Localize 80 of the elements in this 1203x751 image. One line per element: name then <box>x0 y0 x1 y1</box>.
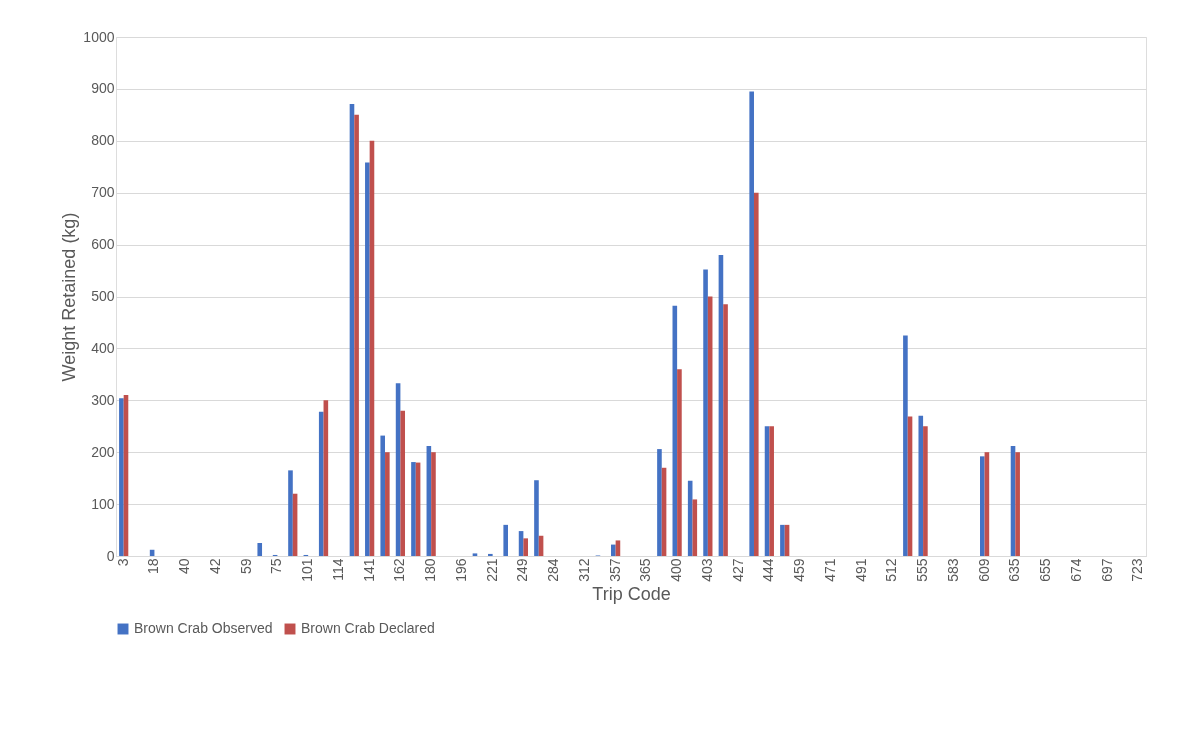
y-tick-label: 500 <box>91 288 115 304</box>
x-tick-label: 674 <box>1067 558 1084 582</box>
x-tick-label: 3 <box>114 558 131 567</box>
x-tick-label: 180 <box>422 558 439 582</box>
bar <box>611 544 616 556</box>
y-tick-label: 400 <box>91 339 115 356</box>
bar <box>380 435 386 556</box>
bar <box>288 470 293 556</box>
x-tick-label: 512 <box>883 558 900 582</box>
y-tick-label: 0 <box>106 547 115 564</box>
x-tick-label: 18 <box>145 558 162 575</box>
x-tick-label: 162 <box>391 558 408 582</box>
x-tick-label: 655 <box>1037 558 1054 582</box>
y-tick-label: 200 <box>91 443 115 460</box>
x-tick-label: 59 <box>237 558 254 575</box>
x-tick-label: 75 <box>268 558 285 575</box>
x-tick-label: 400 <box>668 558 685 582</box>
x-tick-label: 403 <box>698 558 715 582</box>
x-tick-label: 635 <box>1006 558 1023 582</box>
x-tick-label: 459 <box>791 558 808 582</box>
x-tick-label: 427 <box>729 558 746 582</box>
y-tick-label: 900 <box>91 80 115 97</box>
x-tick-label: 444 <box>760 558 777 582</box>
x-tick-label: 471 <box>821 558 838 582</box>
x-tick-label: 284 <box>545 558 562 582</box>
y-tick-label: 300 <box>91 391 115 408</box>
y-tick-label: 600 <box>91 236 115 253</box>
legend-label: Brown Crab Declared <box>301 620 435 636</box>
bar <box>503 524 509 556</box>
y-tick-label: 100 <box>91 495 115 512</box>
bar <box>749 91 754 556</box>
bar <box>769 426 774 556</box>
x-tick-label: 723 <box>1129 558 1146 582</box>
x-tick-label: 491 <box>852 558 869 582</box>
y-axis-title: Weight Retained (kg) <box>59 212 80 382</box>
x-tick-label: 141 <box>360 558 377 582</box>
x-tick-label: 365 <box>637 558 654 582</box>
x-tick-label: 42 <box>206 558 223 575</box>
legend-label: Brown Crab Observed <box>134 620 273 636</box>
x-tick-label: 609 <box>975 558 992 582</box>
bar <box>703 269 708 556</box>
bar <box>488 553 493 556</box>
bar <box>472 553 478 556</box>
bar <box>1015 452 1020 556</box>
bar <box>411 462 416 556</box>
x-tick-label: 697 <box>1098 558 1115 582</box>
x-tick-label: 357 <box>606 558 623 582</box>
bar <box>677 369 682 556</box>
y-tick-label: 700 <box>91 184 115 201</box>
bar <box>780 524 785 556</box>
x-tick-label: 555 <box>914 558 931 582</box>
bar <box>400 410 406 556</box>
y-tick-label: 1000 <box>83 28 115 45</box>
bar <box>979 456 985 556</box>
bar <box>723 304 728 556</box>
bar <box>657 449 662 556</box>
bar <box>385 452 390 556</box>
bar <box>534 480 539 556</box>
bar <box>903 335 908 556</box>
x-tick-label: 221 <box>483 558 500 582</box>
bar <box>365 162 370 556</box>
y-tick-label: 800 <box>91 132 115 149</box>
x-tick-label: 101 <box>299 558 316 582</box>
bar <box>692 499 698 556</box>
bar <box>257 543 263 556</box>
x-tick-label: 249 <box>514 558 531 582</box>
x-tick-label: 40 <box>176 558 193 575</box>
bar <box>753 192 759 556</box>
bar <box>918 415 924 556</box>
bar <box>923 426 928 556</box>
x-tick-label: 583 <box>944 558 961 582</box>
x-tick-label: 196 <box>452 558 469 582</box>
bar <box>318 411 324 556</box>
bar <box>523 538 528 556</box>
bar <box>431 452 436 556</box>
x-tick-label: 312 <box>575 558 592 582</box>
bar <box>119 398 124 556</box>
bar <box>354 114 359 556</box>
x-axis-title: Trip Code <box>592 583 671 604</box>
x-tick-label: 114 <box>329 558 346 581</box>
